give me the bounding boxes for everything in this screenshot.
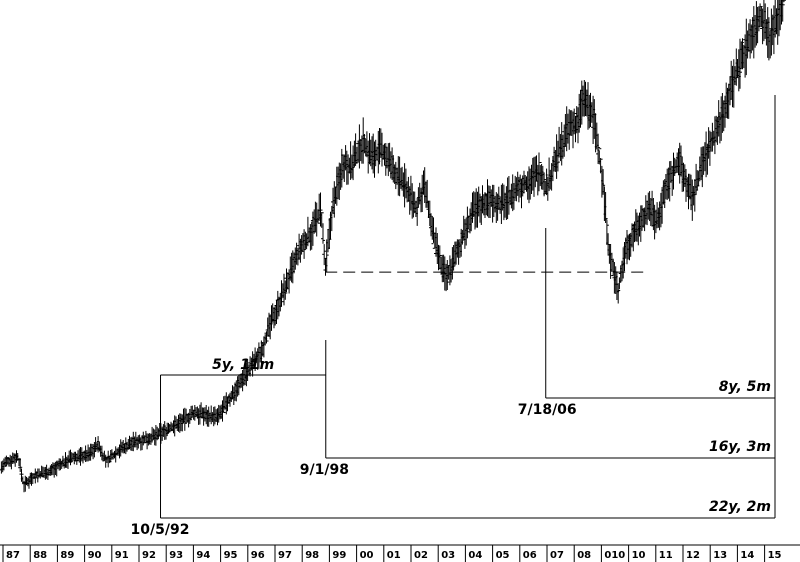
- price-bar: [738, 38, 742, 89]
- duration-label: 22y, 2m: [709, 499, 771, 515]
- duration-label: 8y, 5m: [719, 379, 771, 395]
- x-tick-label: 07: [550, 550, 564, 561]
- x-tick-label: 95: [224, 550, 238, 561]
- x-tick-label: 06: [523, 550, 537, 561]
- price-bar: [728, 76, 732, 106]
- interval-bracket: 7/18/06 8y, 5m: [518, 228, 775, 418]
- x-tick-label: 87: [6, 550, 20, 561]
- x-tick-label: 90: [88, 550, 102, 561]
- price-bar: [542, 172, 547, 197]
- x-tick-label: 94: [196, 550, 210, 561]
- x-tick-label: 15: [768, 550, 782, 561]
- price-bar: [596, 133, 601, 164]
- x-tick-label: 010: [604, 550, 625, 561]
- x-tick-label: 91: [115, 550, 129, 561]
- price-bar: [39, 465, 44, 478]
- x-tick-label: 89: [60, 550, 74, 561]
- price-bar: [264, 331, 269, 344]
- price-bar: [283, 280, 288, 300]
- price-bar: [319, 212, 324, 228]
- interval-bracket: 10/5/92 22y, 2m: [131, 375, 775, 538]
- price-bar: [322, 244, 327, 266]
- price-bar: [465, 206, 470, 239]
- price-bar: [279, 280, 284, 307]
- price-bar: [511, 183, 516, 210]
- x-tick-label: 08: [577, 550, 591, 561]
- x-tick-label: 10: [632, 550, 646, 561]
- x-tick-label: 00: [360, 550, 374, 561]
- x-tick-label: 05: [496, 550, 510, 561]
- price-bar: [604, 218, 609, 245]
- x-tick-label: 11: [659, 550, 673, 561]
- price-bar: [324, 239, 329, 272]
- price-bar: [782, 0, 786, 3]
- interval-brackets: 10/5/92 22y, 2m 9/1/98 16y, 3m 7/18/06 8y, 5m…: [131, 95, 776, 538]
- x-tick-label: 02: [414, 550, 428, 561]
- duration-label: 16y, 3m: [709, 439, 771, 455]
- date-label: 10/5/92: [131, 522, 190, 538]
- date-label: 9/1/98: [300, 462, 349, 478]
- x-tick-label: 93: [169, 550, 183, 561]
- price-bar: [321, 223, 325, 244]
- x-tick-label: 99: [332, 550, 346, 561]
- price-bar: [302, 229, 307, 259]
- x-tick-label: 97: [278, 550, 292, 561]
- price-bar: [758, 3, 763, 29]
- price-bar: [780, 0, 785, 22]
- price-bar: [316, 209, 320, 224]
- interval-5y11m: 5y, 11m: [160, 357, 326, 376]
- price-bar: [18, 458, 23, 472]
- price-bar: [601, 169, 606, 195]
- price-bars: [0, 0, 786, 493]
- x-axis: 87 88 89 90 91 92 93 94 95 96 97 98 99 00 01 02 03 04 05 06…: [0, 544, 800, 562]
- interval-label: 5y, 11m: [212, 357, 274, 373]
- price-bar: [437, 245, 442, 270]
- date-label: 7/18/06: [518, 402, 577, 418]
- x-tick-label: 01: [387, 550, 401, 561]
- x-tick-label: 92: [142, 550, 156, 561]
- x-tick-label: 12: [686, 550, 700, 561]
- price-bar: [318, 192, 323, 227]
- x-tick-label: 04: [468, 550, 482, 561]
- price-bar: [606, 233, 611, 256]
- x-tick-label: 14: [740, 550, 754, 561]
- x-tick-label: 98: [305, 550, 319, 561]
- price-bar: [734, 48, 739, 86]
- price-bar: [299, 235, 304, 255]
- x-tick-label: 88: [33, 550, 47, 561]
- x-tick-label: 03: [441, 550, 455, 561]
- price-bar: [445, 260, 450, 290]
- interval-bracket: 9/1/98 16y, 3m: [300, 340, 775, 478]
- price-bar: [781, 0, 782, 25]
- price-bar: [19, 468, 24, 482]
- x-tick-label: 96: [251, 550, 265, 561]
- price-bar: [221, 396, 226, 413]
- x-tick-label: 13: [713, 550, 727, 561]
